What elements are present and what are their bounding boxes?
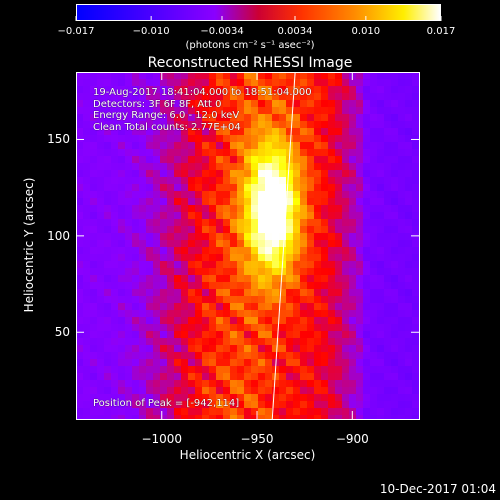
y-axis-label: Heliocentric Y (arcsec) [22,177,36,313]
chart-title: Reconstructed RHESSI Image [147,55,353,71]
colorbar-tick-label: −0.0034 [200,26,244,37]
colorbar-tick-label: −0.017 [57,26,95,37]
y-tick-label: 150 [47,132,70,147]
colorbar-units-label: (photons cm⁻² s⁻¹ asec⁻²) [185,40,315,51]
annotation-line: 19-Aug-2017 18:41:04.000 to 18:51:04.000 [93,87,312,98]
colorbar-tick-label: 0.010 [351,26,381,37]
x-axis-label: Heliocentric X (arcsec) [179,448,316,462]
colorbar-tick-label: 0.0034 [277,26,313,37]
colorbar-tick-label: −0.010 [132,26,170,37]
y-tick-label: 100 [47,228,70,243]
colorbar-tick-label: 0.017 [426,26,456,37]
footer-timestamp: 10-Dec-2017 01:04 [379,482,496,496]
x-tick-label: −1000 [141,432,183,446]
colorbar [76,4,441,21]
annotation-line: Energy Range: 6.0 - 12.0 keV [93,110,240,121]
annotation-line: Detectors: 3F 6F 8F, Att 0 [93,98,222,110]
peak-position-label: Position of Peak = [-942,114] [93,398,240,409]
annotation-line: Clean Total counts: 2.77E+04 [93,121,241,133]
x-tick-label: −900 [335,432,369,446]
x-tick-label: −950 [240,432,274,446]
y-tick-label: 50 [54,325,70,340]
